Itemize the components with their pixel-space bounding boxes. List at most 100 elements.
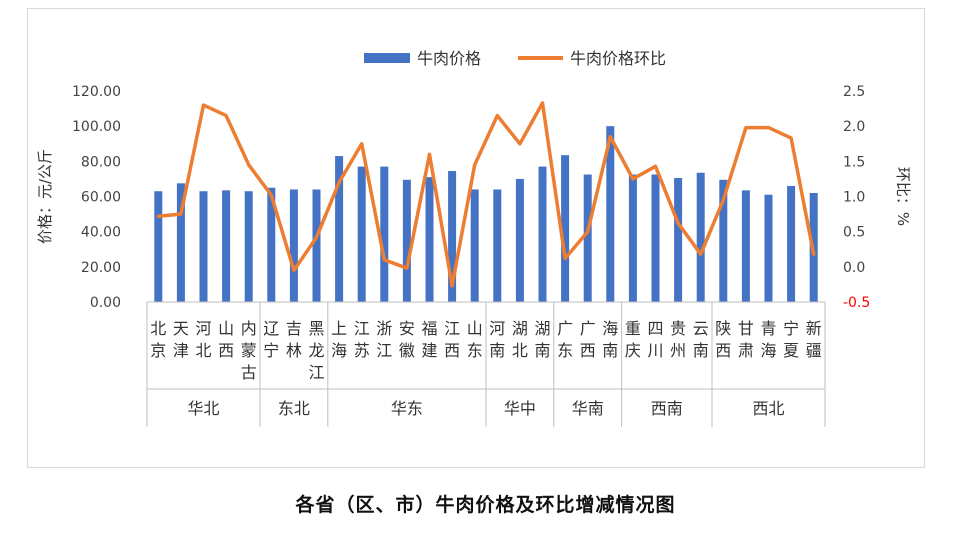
- price-bar: [402, 179, 411, 302]
- x-category-label: 福: [421, 319, 437, 338]
- y-left-tick-label: 20.00: [81, 260, 121, 276]
- x-category-label: 广: [557, 319, 573, 338]
- x-category-label: 山: [467, 319, 483, 338]
- x-category-label: 东: [467, 341, 483, 360]
- y-left-tick-label: 60.00: [81, 190, 121, 206]
- x-category-label: 西: [580, 341, 596, 360]
- x-category-label: 津: [173, 341, 189, 360]
- price-bar: [787, 185, 796, 302]
- y-right-tick-label: 0.0: [843, 260, 865, 276]
- x-category-label: 宁: [263, 341, 279, 360]
- region-group-label: 华中: [504, 399, 536, 418]
- x-category-label: 海: [331, 341, 347, 360]
- x-category-label: 宁: [783, 319, 799, 338]
- x-category-label: 建: [421, 341, 437, 360]
- price-bar: [312, 189, 321, 302]
- price-bar: [244, 191, 253, 302]
- legend-line-label: 牛肉价格环比: [570, 49, 666, 68]
- x-category-label: 内: [241, 319, 257, 338]
- x-category-label: 天: [173, 319, 189, 338]
- price-bar: [583, 174, 592, 302]
- price-bar: [674, 178, 683, 302]
- chart-frame: 牛肉价格 牛肉价格环比 0.00 20.00 40.00 60.00 80.00 100.00…: [27, 8, 925, 468]
- x-category-label: 南: [602, 341, 618, 360]
- x-category-label: 疆: [806, 341, 822, 360]
- x-category-label: 江: [308, 363, 324, 382]
- y-left-tick-label: 0.00: [90, 295, 121, 311]
- price-bar: [561, 155, 570, 302]
- region-group-label: 西南: [651, 399, 683, 418]
- x-category-label: 北: [150, 319, 166, 338]
- x-category-label: 四: [647, 319, 663, 338]
- price-bar: [470, 189, 479, 302]
- x-category-label: 新: [806, 319, 822, 338]
- x-category-label: 河: [195, 319, 211, 338]
- chart-caption: 各省（区、市）牛肉价格及环比增减情况图: [295, 494, 676, 516]
- y-right-tick-label: 2.0: [843, 119, 865, 135]
- y-right-tick-label: 0.5: [843, 225, 865, 241]
- x-category-label: 北: [195, 341, 211, 360]
- x-category-label: 吉: [286, 319, 302, 338]
- y-right-tick-label: 1.0: [843, 190, 865, 206]
- x-category-label: 重: [625, 319, 641, 338]
- x-category-label: 南: [489, 341, 505, 360]
- y-left-tick-label: 40.00: [81, 225, 121, 241]
- x-category-label: 西: [715, 341, 731, 360]
- x-category-label: 辽: [263, 319, 279, 338]
- price-bar: [154, 191, 163, 302]
- y-right-axis-title: 环比：%: [894, 167, 912, 226]
- legend-bar-swatch: [364, 53, 410, 63]
- x-category-label: 庆: [625, 341, 641, 360]
- price-bar: [357, 166, 366, 302]
- price-bar: [493, 189, 502, 302]
- region-group-label: 华东: [391, 399, 423, 418]
- x-category-label: 江: [444, 319, 460, 338]
- x-category-label: 河: [489, 319, 505, 338]
- legend-bar-label: 牛肉价格: [417, 49, 481, 68]
- price-bar: [267, 187, 276, 302]
- mom-change-line: [156, 101, 816, 288]
- x-category-label: 黑: [308, 319, 324, 338]
- x-category-label: 龙: [308, 341, 324, 360]
- price-bar: [199, 191, 208, 302]
- x-category-label: 贵: [670, 319, 686, 338]
- x-category-label: 山: [218, 319, 234, 338]
- x-category-label: 湖: [534, 319, 550, 338]
- price-bar: [425, 177, 434, 302]
- price-bar: [538, 166, 547, 302]
- y-right-tick-label: -0.5: [843, 295, 870, 311]
- x-category-label: 湖: [512, 319, 528, 338]
- x-category-label: 州: [670, 341, 686, 360]
- price-bar: [222, 190, 231, 302]
- price-bar: [289, 189, 298, 302]
- price-bar: [741, 190, 750, 302]
- y-right-tick-label: 2.5: [843, 84, 865, 100]
- y-left-tick-label: 120.00: [72, 84, 121, 100]
- region-group-label: 西北: [752, 399, 784, 418]
- price-bar: [696, 172, 705, 302]
- x-category-label: 夏: [783, 341, 799, 360]
- x-category-label: 江: [354, 319, 370, 338]
- price-bar: [628, 174, 637, 302]
- y-right-tick-label: 1.5: [843, 154, 865, 170]
- y-left-tick-label: 80.00: [81, 154, 121, 170]
- region-group-label: 华北: [187, 399, 219, 418]
- x-category-label: 安: [399, 319, 415, 338]
- x-category-label: 甘: [738, 319, 754, 338]
- price-bar: [764, 194, 773, 302]
- x-category-label: 东: [557, 341, 573, 360]
- x-category-label: 江: [376, 341, 392, 360]
- x-category-label: 古: [241, 363, 257, 382]
- price-bar: [719, 179, 728, 302]
- region-group-label: 东北: [278, 399, 310, 418]
- price-bar: [176, 183, 185, 302]
- region-group-label: 华南: [572, 399, 604, 418]
- x-category-label: 南: [693, 341, 709, 360]
- x-category-label: 北: [512, 341, 528, 360]
- x-category-label: 浙: [376, 319, 392, 338]
- chart-canvas: 牛肉价格 牛肉价格环比 0.00 20.00 40.00 60.00 80.00 100.00…: [36, 49, 912, 427]
- y-left-axis-title: 价格：元/公斤: [36, 149, 54, 244]
- x-category-label: 云: [693, 319, 709, 338]
- x-category-label: 海: [760, 341, 776, 360]
- x-category-label: 京: [150, 341, 166, 360]
